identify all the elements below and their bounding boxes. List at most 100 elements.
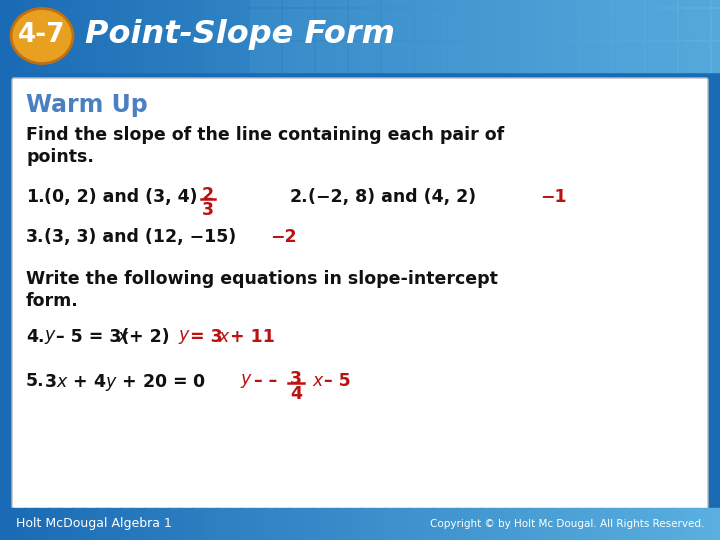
- Text: $y$: $y$: [240, 372, 253, 390]
- Text: form.: form.: [26, 292, 78, 310]
- Bar: [444, 0, 457, 72]
- Bar: [514, 42, 544, 72]
- Text: 4-7: 4-7: [18, 22, 66, 48]
- Bar: [252, 0, 265, 72]
- Bar: [312, 0, 325, 72]
- Text: 4.: 4.: [26, 328, 45, 346]
- Bar: [250, 42, 280, 72]
- Bar: [528, 508, 541, 540]
- Bar: [432, 508, 445, 540]
- Bar: [252, 508, 265, 540]
- Bar: [408, 508, 421, 540]
- Bar: [96, 508, 109, 540]
- Text: Warm Up: Warm Up: [26, 93, 148, 117]
- Bar: [480, 0, 493, 72]
- Bar: [648, 0, 661, 72]
- Bar: [492, 0, 505, 72]
- Bar: [408, 0, 421, 72]
- Bar: [448, 42, 478, 72]
- Text: 1.: 1.: [26, 188, 45, 206]
- Bar: [547, 42, 577, 72]
- Bar: [660, 508, 673, 540]
- Bar: [372, 508, 385, 540]
- Bar: [712, 9, 720, 39]
- Bar: [516, 0, 529, 72]
- Bar: [514, 0, 544, 6]
- Bar: [216, 508, 229, 540]
- Bar: [204, 508, 217, 540]
- Bar: [180, 0, 193, 72]
- Bar: [360, 0, 373, 72]
- Bar: [283, 0, 313, 6]
- Bar: [481, 9, 511, 39]
- Text: Holt McDougal Algebra 1: Holt McDougal Algebra 1: [16, 517, 172, 530]
- Bar: [240, 508, 253, 540]
- Bar: [468, 508, 481, 540]
- Text: $x$: $x$: [312, 372, 325, 390]
- Bar: [48, 0, 61, 72]
- Text: = 3: = 3: [190, 328, 222, 346]
- Bar: [276, 508, 289, 540]
- Text: 2.: 2.: [290, 188, 309, 206]
- Text: + 2): + 2): [129, 328, 170, 346]
- Bar: [324, 508, 337, 540]
- Text: 3: 3: [202, 201, 214, 219]
- Bar: [613, 0, 643, 6]
- Bar: [382, 9, 412, 39]
- Bar: [552, 0, 565, 72]
- Bar: [636, 0, 649, 72]
- Bar: [432, 0, 445, 72]
- Bar: [144, 508, 157, 540]
- Bar: [660, 0, 673, 72]
- Bar: [108, 0, 121, 72]
- Bar: [228, 0, 241, 72]
- Text: −2: −2: [270, 228, 297, 246]
- Text: 3.: 3.: [26, 228, 45, 246]
- Bar: [192, 0, 205, 72]
- Bar: [36, 508, 49, 540]
- Bar: [648, 508, 661, 540]
- Text: 5.: 5.: [26, 372, 45, 390]
- Bar: [283, 9, 313, 39]
- Bar: [72, 0, 85, 72]
- Bar: [384, 508, 397, 540]
- Bar: [504, 0, 517, 72]
- Bar: [564, 0, 577, 72]
- Bar: [420, 508, 433, 540]
- Text: $x$: $x$: [117, 328, 130, 346]
- Bar: [672, 508, 685, 540]
- Bar: [108, 508, 121, 540]
- Bar: [600, 0, 613, 72]
- Bar: [384, 0, 397, 72]
- Bar: [696, 0, 709, 72]
- Text: $y$: $y$: [178, 328, 191, 346]
- Bar: [646, 42, 676, 72]
- Bar: [636, 508, 649, 540]
- Bar: [679, 9, 709, 39]
- Bar: [456, 0, 469, 72]
- FancyBboxPatch shape: [12, 78, 708, 510]
- Bar: [684, 0, 697, 72]
- Bar: [624, 508, 637, 540]
- Bar: [415, 42, 445, 72]
- Bar: [264, 0, 277, 72]
- Bar: [481, 42, 511, 72]
- Bar: [316, 42, 346, 72]
- Bar: [168, 508, 181, 540]
- Bar: [481, 0, 511, 6]
- Bar: [712, 0, 720, 6]
- Text: Copyright © by Holt Mc Dougal. All Rights Reserved.: Copyright © by Holt Mc Dougal. All Right…: [430, 519, 704, 529]
- Text: 3$x$ + 4$y$ + 20 = 0: 3$x$ + 4$y$ + 20 = 0: [44, 372, 206, 393]
- Bar: [708, 0, 720, 72]
- Bar: [24, 0, 37, 72]
- Bar: [624, 0, 637, 72]
- Bar: [372, 0, 385, 72]
- Bar: [204, 0, 217, 72]
- Bar: [382, 42, 412, 72]
- Bar: [24, 508, 37, 540]
- Bar: [528, 0, 541, 72]
- Bar: [580, 9, 610, 39]
- Text: points.: points.: [26, 148, 94, 166]
- Bar: [576, 0, 589, 72]
- Text: 2: 2: [202, 186, 214, 204]
